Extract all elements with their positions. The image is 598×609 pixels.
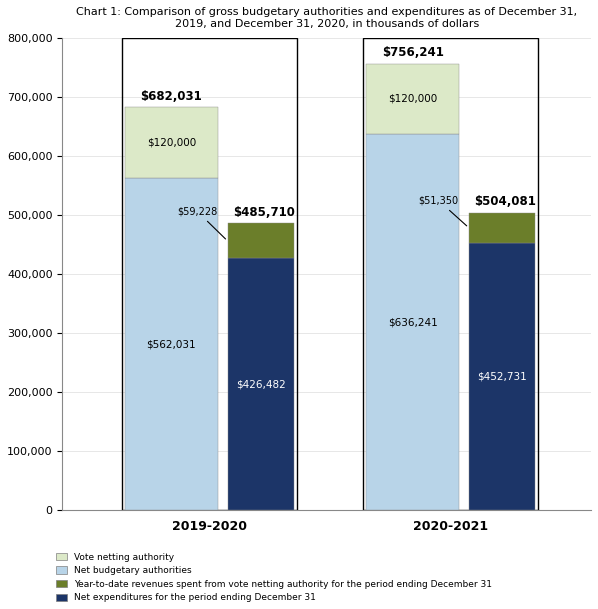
Bar — [367, 63, 459, 135]
Title: Chart 1: Comparison of gross budgetary authorities and expenditures as of Decemb: Chart 1: Comparison of gross budgetary a… — [76, 7, 577, 29]
Bar — [125, 178, 218, 510]
Legend: Vote netting authority, Net budgetary authorities, Year-to-date revenues spent f: Vote netting authority, Net budgetary au… — [56, 553, 492, 602]
Bar — [227, 258, 294, 510]
Bar — [122, 38, 297, 510]
Text: $682,031: $682,031 — [141, 90, 202, 103]
Text: $426,482: $426,482 — [236, 379, 285, 389]
Bar — [469, 213, 535, 243]
Text: $120,000: $120,000 — [147, 138, 196, 148]
Text: $562,031: $562,031 — [147, 339, 196, 350]
Text: $59,228: $59,228 — [178, 206, 225, 239]
Text: $485,710: $485,710 — [233, 206, 295, 219]
Bar — [469, 243, 535, 510]
Text: $756,241: $756,241 — [382, 46, 444, 59]
Text: $120,000: $120,000 — [388, 94, 437, 104]
Text: $51,350: $51,350 — [419, 195, 466, 226]
Text: $636,241: $636,241 — [388, 317, 438, 328]
Text: $452,731: $452,731 — [477, 371, 527, 382]
Bar — [125, 107, 218, 178]
Bar — [227, 224, 294, 258]
Bar — [367, 135, 459, 510]
Text: $504,081: $504,081 — [474, 195, 536, 208]
Bar — [363, 38, 538, 510]
